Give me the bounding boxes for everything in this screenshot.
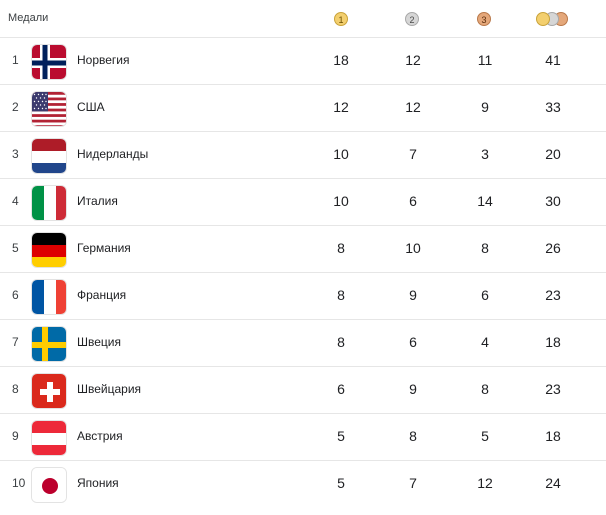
- bronze-medal-icon: 3: [477, 12, 491, 26]
- country-name: Норвегия: [77, 53, 130, 67]
- silver-count: 9: [409, 287, 417, 303]
- silver-count: 7: [409, 146, 417, 162]
- silver-count: 10: [405, 240, 421, 256]
- rank: 1: [12, 53, 19, 67]
- total-count: 24: [545, 475, 561, 491]
- country-name: Франция: [77, 288, 127, 302]
- gold-count: 5: [337, 475, 345, 491]
- table-row[interactable]: 6 Франция 8 9 6 23: [0, 272, 606, 319]
- table-row[interactable]: 7 Швеция 8 6 4 18: [0, 319, 606, 366]
- rank: 4: [12, 194, 19, 208]
- gold-count: 10: [333, 146, 349, 162]
- silver-count: 12: [405, 52, 421, 68]
- total-count: 41: [545, 52, 561, 68]
- france-flag-icon: [31, 279, 67, 315]
- italy-flag-icon: [31, 185, 67, 221]
- medal-table-header: Медали 1 2 3: [0, 0, 606, 37]
- silver-medal-icon: 2: [405, 12, 419, 26]
- austria-flag-icon: [31, 420, 67, 456]
- total-count: 30: [545, 193, 561, 209]
- rank: 10: [12, 476, 26, 490]
- header-title: Медали: [8, 12, 49, 24]
- bronze-count: 5: [481, 428, 489, 444]
- table-row[interactable]: 3 Нидерланды 10 7 3 20: [0, 131, 606, 178]
- table-row[interactable]: 1 Норвегия 18 12 11 41: [0, 37, 606, 84]
- japan-flag-icon: [31, 467, 67, 503]
- total-count: 18: [545, 428, 561, 444]
- table-row[interactable]: 9 Австрия 5 8 5 18: [0, 413, 606, 460]
- country-name: Нидерланды: [77, 147, 149, 161]
- gold-count: 8: [337, 287, 345, 303]
- germany-flag-icon: [31, 232, 67, 268]
- bronze-count: 14: [477, 193, 493, 209]
- total-count: 26: [545, 240, 561, 256]
- gold-count: 8: [337, 240, 345, 256]
- country-name: Австрия: [77, 429, 123, 443]
- bronze-count: 9: [481, 99, 489, 115]
- country-name: Италия: [77, 194, 118, 208]
- gold-count: 12: [333, 99, 349, 115]
- norway-flag-icon: [31, 44, 67, 80]
- table-row[interactable]: 10 Япония 5 7 12 24: [0, 460, 606, 507]
- gold-count: 10: [333, 193, 349, 209]
- silver-count: 8: [409, 428, 417, 444]
- rank: 3: [12, 147, 19, 161]
- table-row[interactable]: 8 Швейцария 6 9 8 23: [0, 366, 606, 413]
- rank: 5: [12, 241, 19, 255]
- country-name: США: [77, 100, 105, 114]
- sweden-flag-icon: [31, 326, 67, 362]
- gold-count: 8: [337, 334, 345, 350]
- country-name: Япония: [77, 476, 119, 490]
- silver-count: 7: [409, 475, 417, 491]
- gold-count: 6: [337, 381, 345, 397]
- gold-medal-icon: 1: [334, 12, 348, 26]
- rank: 7: [12, 335, 19, 349]
- medal-table: 1 Норвегия 18 12 11 41 2: [0, 37, 606, 507]
- rank: 8: [12, 382, 19, 396]
- total-count: 20: [545, 146, 561, 162]
- bronze-count: 3: [481, 146, 489, 162]
- rank: 9: [12, 429, 19, 443]
- bronze-count: 6: [481, 287, 489, 303]
- bronze-count: 4: [481, 334, 489, 350]
- bronze-count: 8: [481, 240, 489, 256]
- silver-count: 6: [409, 334, 417, 350]
- usa-flag-icon: [31, 91, 67, 127]
- country-name: Швейцария: [77, 382, 142, 396]
- gold-count: 5: [337, 428, 345, 444]
- rank: 6: [12, 288, 19, 302]
- country-name: Швеция: [77, 335, 121, 349]
- bronze-count: 11: [477, 52, 493, 68]
- silver-count: 9: [409, 381, 417, 397]
- country-name: Германия: [77, 241, 131, 255]
- table-row[interactable]: 4 Италия 10 6 14 30: [0, 178, 606, 225]
- table-row[interactable]: 2 США 12 1: [0, 84, 606, 131]
- table-row[interactable]: 5 Германия 8 10 8 26: [0, 225, 606, 272]
- total-count: 18: [545, 334, 561, 350]
- total-medals-icon: [536, 12, 576, 26]
- gold-count: 18: [333, 52, 349, 68]
- bronze-count: 12: [477, 475, 493, 491]
- total-count: 23: [545, 381, 561, 397]
- total-count: 33: [545, 99, 561, 115]
- switzerland-flag-icon: [31, 373, 67, 409]
- silver-count: 6: [409, 193, 417, 209]
- bronze-count: 8: [481, 381, 489, 397]
- silver-count: 12: [405, 99, 421, 115]
- total-count: 23: [545, 287, 561, 303]
- rank: 2: [12, 100, 19, 114]
- netherlands-flag-icon: [31, 138, 67, 174]
